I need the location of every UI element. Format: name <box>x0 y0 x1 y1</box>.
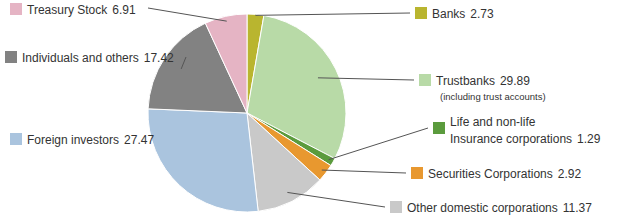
svg-text:Securities Corporations2.92: Securities Corporations2.92 <box>428 167 581 181</box>
svg-text:Insurance corporations1.29: Insurance corporations1.29 <box>450 132 601 146</box>
svg-text:Individuals and others17.42: Individuals and others17.42 <box>22 51 174 65</box>
svg-text:Life and non-life: Life and non-life <box>450 115 536 129</box>
svg-text:Banks2.73: Banks2.73 <box>432 7 494 21</box>
svg-text:(including trust accounts): (including trust accounts) <box>440 91 546 102</box>
svg-text:Foreign investors27.47: Foreign investors27.47 <box>27 133 154 147</box>
svg-text:Trustbanks29.89: Trustbanks29.89 <box>436 74 530 88</box>
svg-text:Other domestic corporations11.: Other domestic corporations11.37 <box>407 201 592 215</box>
svg-text:Treasury Stock6.91: Treasury Stock6.91 <box>27 3 136 17</box>
